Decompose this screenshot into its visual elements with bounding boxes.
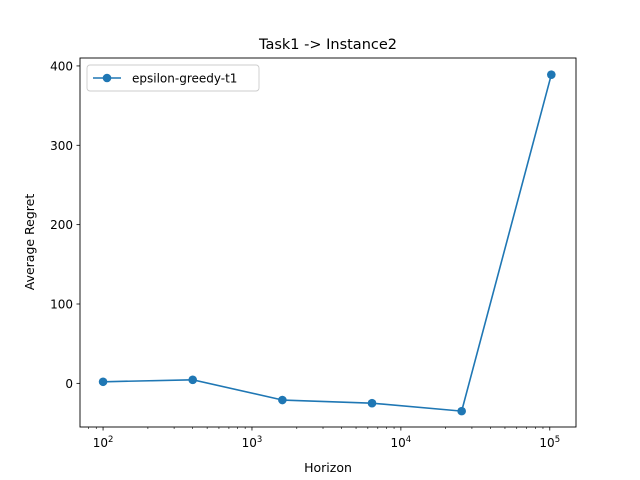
chart-title: Task1 -> Instance2 <box>258 37 397 53</box>
data-point <box>547 70 556 79</box>
data-point <box>278 395 287 405</box>
y-tick-label: 0 <box>65 377 73 391</box>
y-tick-label: 200 <box>50 218 73 232</box>
data-point <box>367 398 377 408</box>
legend-marker <box>102 73 112 83</box>
data-point <box>188 375 198 385</box>
legend-box <box>86 64 260 92</box>
x-tick-exponent: 2 <box>108 435 113 445</box>
x-tick-exponent: 4 <box>406 435 411 445</box>
plot-area: 102 103 104 1050100200300400epsilon-greedy-… <box>50 57 577 450</box>
x-tick-exponent: 3 <box>257 435 262 445</box>
legend-label: epsilon-greedy-t1 <box>132 72 237 86</box>
y-tick-label: 300 <box>50 139 73 153</box>
y-axis-label: Average Regret <box>22 194 37 291</box>
axes-frame <box>79 57 577 428</box>
y-tick-label: 100 <box>50 298 73 312</box>
data-point <box>457 406 466 416</box>
data-point <box>98 377 108 387</box>
series-line <box>103 74 553 412</box>
x-axis-label: Horizon <box>304 460 352 475</box>
legend: epsilon-greedy-t1 <box>86 64 260 92</box>
y-tick-label: 400 <box>50 59 73 73</box>
x-tick-exponent: 5 <box>555 435 560 445</box>
